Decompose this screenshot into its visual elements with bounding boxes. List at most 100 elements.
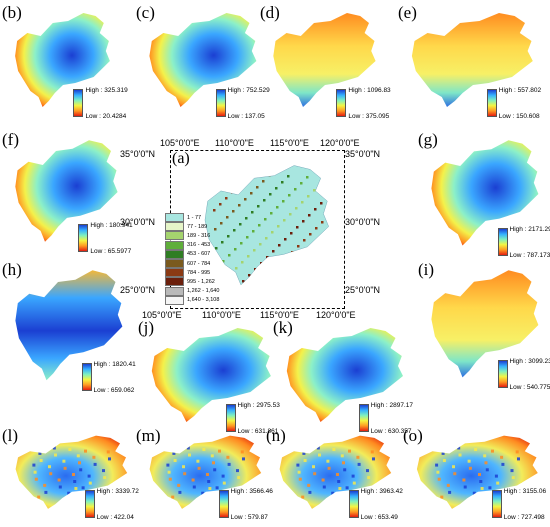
- panel-label: (j): [138, 318, 155, 337]
- elevation-legend-row: 316 - 453: [165, 240, 219, 250]
- legend-low: Low : 150.608: [498, 113, 540, 120]
- legend-high: High : 3099.23: [509, 358, 550, 365]
- elevation-legend-row: 607 - 784: [165, 259, 219, 269]
- panel-label: (a): [172, 150, 190, 167]
- map-panel-c: (c) High : 752.529 Low : 137.05: [136, 3, 270, 123]
- legend-low: Low : 653.49: [360, 514, 398, 521]
- legend-low: Low : 630.357: [370, 428, 412, 435]
- left-tick-label: 35°0'0"N: [120, 149, 156, 159]
- legend-high: High : 3566.46: [230, 488, 273, 495]
- raster-map: [431, 270, 539, 378]
- color-ramp: [218, 490, 229, 518]
- color-ramp-legend: High : 2171.29 Low : 787.173: [497, 226, 550, 259]
- legend-high: High : 3155.06: [503, 488, 547, 495]
- color-ramp-legend: High : 752.529 Low : 137.05: [215, 87, 276, 120]
- color-ramp-legend: High : 3963.42 Low : 653.49: [348, 488, 409, 521]
- legend-range: 607 - 784: [187, 260, 211, 267]
- elevation-legend: 1 - 77 77 - 189 189 - 316 316 - 453 453 …: [165, 213, 219, 305]
- panel-label: (k): [273, 318, 293, 337]
- legend-swatch: [165, 259, 184, 269]
- elevation-legend-row: 1,262 - 1,640: [165, 286, 220, 296]
- legend-high: High : 1096.83: [348, 87, 391, 94]
- legend-low: Low : 659.062: [93, 387, 135, 394]
- panel-label: (b): [2, 3, 22, 22]
- color-ramp: [78, 224, 89, 252]
- map-panel-k: (k) High : 2897.17 Low : 630.357: [273, 318, 413, 438]
- bottom-tick-label: 120°0'0"E: [316, 310, 356, 320]
- color-ramp: [81, 363, 92, 391]
- legend-range: 1 - 77: [187, 214, 202, 221]
- legend-high: High : 752.529: [227, 87, 270, 94]
- raster-map: [411, 13, 533, 107]
- map-panel-o: (o) High : 3155.06 Low : 727.498: [403, 426, 547, 524]
- color-ramp-legend: High : 3099.23 Low : 540.775: [497, 358, 550, 391]
- legend-high: High : 180.941: [90, 222, 133, 229]
- color-ramp-legend: High : 3566.46 Low : 579.87: [218, 488, 279, 521]
- legend-range: 77 - 189: [187, 223, 208, 230]
- elevation-legend-row: 77 - 189: [165, 222, 219, 232]
- map-panel-d: (d) High : 1096.83 Low : 375.095: [260, 3, 391, 123]
- color-ramp-legend: High : 2897.17 Low : 630.357: [358, 402, 419, 435]
- color-ramp: [336, 89, 347, 117]
- top-tick-label: 120°0'0"E: [320, 138, 360, 148]
- map-panel-b: (b) High : 325.319 Low : 20.4284: [2, 3, 128, 123]
- map-panel-l: (l) High : 3339.72 Low : 422.04: [2, 426, 139, 524]
- raster-map: [15, 270, 123, 381]
- legend-high: High : 325.319: [85, 87, 128, 94]
- map-panel-j: (j) High : 2975.53 Low : 631.861: [138, 318, 280, 438]
- elevation-legend-row: 1 - 77: [165, 213, 219, 223]
- legend-swatch: [165, 231, 184, 241]
- map-panel-n: (n) High : 3963.42 Low : 653.49: [266, 426, 403, 524]
- color-ramp: [497, 360, 508, 388]
- raster-map: [416, 435, 538, 509]
- legend-low: Low : 540.775: [509, 384, 550, 391]
- raster-map: [15, 13, 110, 107]
- map-frame: [170, 150, 345, 309]
- panel-label: (o): [403, 426, 423, 445]
- raster-map: [15, 140, 118, 242]
- top-tick-label: 110°0'0"E: [215, 138, 254, 148]
- legend-high: High : 557.802: [498, 87, 542, 94]
- panel-label: (c): [136, 3, 155, 22]
- top-tick-label: 115°0'0"E: [270, 138, 309, 148]
- elevation-legend-row: 1,640 - 3,108: [165, 295, 219, 305]
- color-ramp-legend: High : 325.319 Low : 20.4284: [73, 87, 133, 120]
- legend-high: High : 2897.17: [370, 402, 413, 409]
- elevation-legend-row: 995 - 1,262: [165, 277, 219, 287]
- legend-swatch: [165, 249, 184, 259]
- panel-label: (m): [136, 426, 161, 445]
- elevation-map-panel: (a) 105°0'0"E 110°0'0"E 115°0'0"E 120°0'…: [120, 135, 385, 327]
- right-tick-label: 35°0'0"N: [345, 149, 381, 159]
- legend-low: Low : 631.861: [237, 428, 279, 435]
- legend-range: 784 - 995: [187, 269, 211, 276]
- panel-label: (g): [418, 130, 438, 149]
- map-panel-e: (e) High : 557.802 Low : 150.608: [398, 3, 542, 123]
- color-ramp-legend: High : 1820.41 Low : 659.062: [81, 361, 142, 394]
- raster-map: [151, 328, 271, 422]
- color-ramp: [348, 490, 359, 518]
- panel-label: (f): [2, 130, 19, 149]
- color-ramp: [215, 89, 226, 117]
- legend-low: Low : 137.05: [227, 113, 265, 120]
- legend-low: Low : 375.095: [348, 113, 390, 120]
- bottom-tick-label: 115°0'0"E: [260, 310, 299, 320]
- legend-range: 1,262 - 1,640: [187, 288, 220, 295]
- elevation-legend-row: 453 - 607: [165, 249, 219, 259]
- legend-swatch: [165, 295, 184, 305]
- elevation-legend-row: 189 - 316: [165, 231, 219, 241]
- legend-range: 995 - 1,262: [187, 278, 215, 285]
- right-tick-label: 25°0'0"N: [345, 285, 381, 295]
- color-ramp: [491, 490, 502, 518]
- legend-high: High : 3339.72: [96, 488, 139, 495]
- elevation-map: [204, 165, 329, 286]
- legend-range: 453 - 607: [187, 251, 211, 258]
- legend-swatch: [165, 222, 184, 232]
- color-ramp-legend: High : 1096.83 Low : 375.095: [336, 87, 396, 120]
- map-panel-m: (m) High : 3566.46 Low : 579.87: [136, 426, 273, 524]
- raster-map: [15, 435, 128, 509]
- legend-low: Low : 727.498: [503, 514, 545, 521]
- color-ramp: [84, 490, 95, 518]
- color-ramp: [497, 228, 508, 256]
- panel-label: (h): [2, 260, 22, 279]
- legend-low: Low : 20.4284: [85, 113, 127, 120]
